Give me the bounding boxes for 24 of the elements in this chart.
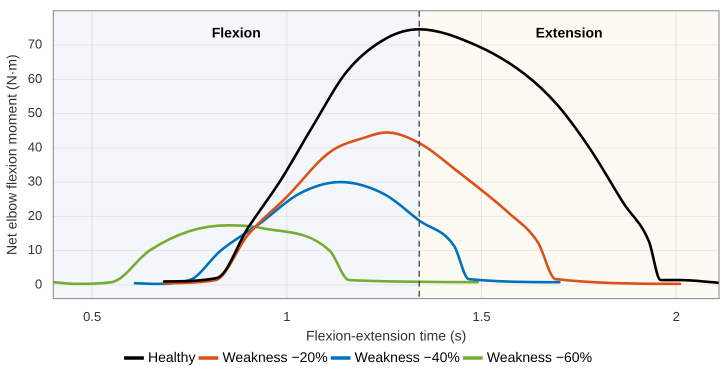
legend-label: Weakness −20% (222, 348, 328, 365)
y-tick-label: 20 (28, 208, 42, 223)
legend-label: Healthy (148, 348, 196, 365)
x-tick-label: 1 (283, 308, 290, 324)
y-tick-label: 10 (28, 242, 42, 258)
line-series (53, 224, 479, 286)
y-axis-title: Net elbow flexion moment (N·m) (3, 54, 20, 256)
x-tick-label: 0.5 (83, 308, 102, 324)
x-tick-label: 1.5 (472, 308, 491, 324)
x-axis-title: Flexion-extension time (s) (306, 327, 466, 344)
line-series (162, 28, 719, 284)
line-series (162, 131, 682, 286)
legend-label: Weakness −40% (354, 348, 460, 365)
y-tick-label: 0 (35, 276, 42, 292)
y-tick-label: 50 (28, 105, 42, 120)
y-tick-label: 60 (28, 70, 42, 86)
y-tick-label: 40 (28, 139, 42, 154)
line-series (134, 180, 561, 286)
band-label: Flexion (212, 24, 261, 41)
y-tick-label: 70 (28, 36, 42, 52)
band-label: Extension (536, 24, 603, 41)
legend-label: Weakness −60% (486, 348, 592, 365)
y-tick-label: 30 (28, 174, 42, 189)
x-tick-label: 2 (672, 308, 680, 324)
